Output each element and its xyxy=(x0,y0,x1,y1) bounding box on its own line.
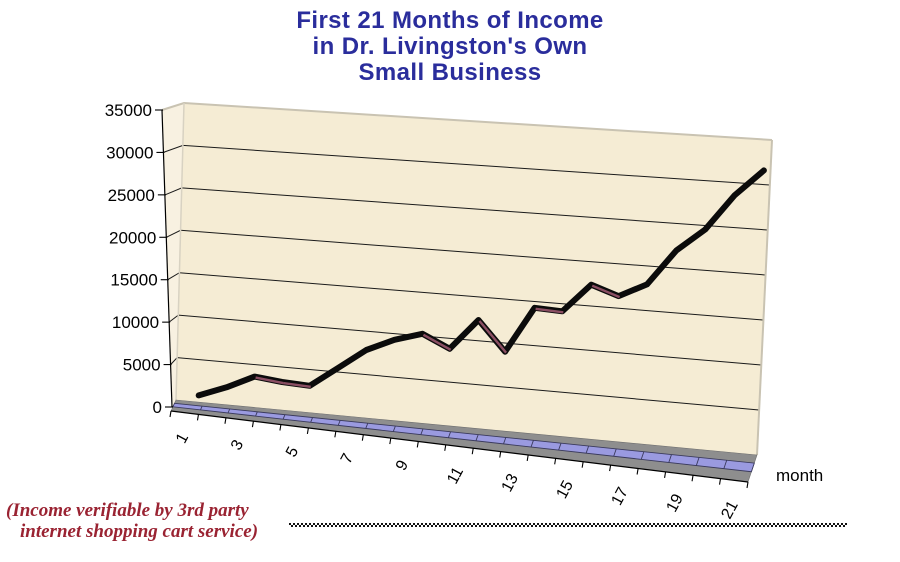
y-axis-line xyxy=(161,109,173,408)
category-strip-divider xyxy=(282,414,286,420)
x-axis-tick xyxy=(334,431,337,438)
x-axis-tick xyxy=(224,417,227,424)
category-strip-divider xyxy=(365,423,369,429)
x-axis-tick xyxy=(636,468,639,475)
x-axis-label: 19 xyxy=(663,491,686,515)
category-strip-divider xyxy=(420,428,424,435)
income-line-side-face xyxy=(255,376,284,385)
x-axis-tick xyxy=(251,421,254,428)
chart-title-line-3: Small Business xyxy=(358,59,542,86)
category-strip-divider xyxy=(668,454,672,463)
annotation-line-2: internet shopping cart service) xyxy=(20,521,259,542)
x-axis-label: 21 xyxy=(718,498,741,522)
category-strip-divider xyxy=(640,451,645,460)
x-axis-tick xyxy=(444,444,447,451)
x-axis-tick xyxy=(169,410,172,418)
wall-corner-edge xyxy=(175,102,185,401)
x-axis-tick xyxy=(554,458,557,465)
wall-right-edge xyxy=(756,139,773,456)
income-line-side-face xyxy=(282,381,311,388)
left-wall xyxy=(162,103,184,407)
category-strip-divider xyxy=(337,420,341,426)
x-axis-label: 5 xyxy=(283,444,302,460)
x-axis-tick xyxy=(664,471,667,478)
x-axis-label: 13 xyxy=(499,471,522,495)
chart-title-line-2: in Dr. Livingston's Own xyxy=(312,33,588,60)
category-strip-divider xyxy=(200,405,203,411)
x-axis-label: 9 xyxy=(393,458,412,474)
y-axis-label: 0 xyxy=(153,398,162,417)
y-axis-label: 10000 xyxy=(112,313,159,332)
x-axis-label: 3 xyxy=(228,437,247,453)
x-axis-title: month xyxy=(776,466,824,485)
category-strip-divider xyxy=(723,460,728,469)
x-axis-tick xyxy=(416,441,419,448)
back-wall xyxy=(176,103,772,455)
x-axis-tick xyxy=(718,478,722,485)
income-line-side-face xyxy=(478,320,508,354)
y-axis-label: 35000 xyxy=(105,101,152,120)
chart-title-line-1: First 21 Months of Income xyxy=(296,7,604,34)
income-verification-note: (Income verifiable by 3rd party internet… xyxy=(6,500,258,542)
income-line-side-face xyxy=(535,307,564,314)
x-axis-label: 17 xyxy=(609,485,632,509)
category-strip-divider xyxy=(558,443,562,451)
x-axis-label: 11 xyxy=(444,464,467,487)
x-axis-tick xyxy=(581,461,584,468)
annotation-line-1: (Income verifiable by 3rd party xyxy=(6,500,249,521)
income-line-side-face xyxy=(422,333,452,351)
category-strip-divider xyxy=(613,448,617,457)
x-axis-label: 7 xyxy=(338,451,357,467)
x-axis-tick xyxy=(609,465,612,472)
x-axis-tick xyxy=(389,437,392,445)
x-axis-tick xyxy=(499,451,502,458)
x-axis-tick xyxy=(196,414,200,421)
x-axis-line xyxy=(170,410,749,483)
category-strip-divider xyxy=(475,434,479,441)
x-axis-tick xyxy=(306,427,309,434)
y-axis-label: 15000 xyxy=(110,271,157,290)
x-axis-tick xyxy=(361,434,364,441)
income-line-side-face xyxy=(591,284,621,299)
category-strip-divider xyxy=(447,431,452,438)
x-axis-tick xyxy=(746,481,749,489)
category-strip-divider xyxy=(255,411,258,417)
x-axis-label: 15 xyxy=(554,478,577,502)
x-axis-label: 1 xyxy=(173,431,192,447)
chart-title: First 21 Months of Income in Dr. Livings… xyxy=(0,8,900,86)
category-strip-divider xyxy=(530,440,534,448)
category-strip-divider xyxy=(310,417,313,423)
category-strip-divider xyxy=(227,408,231,414)
dotted-divider xyxy=(289,523,847,527)
x-axis-tick xyxy=(279,424,282,431)
y-axis-label: 30000 xyxy=(106,143,153,162)
y-axis-label: 5000 xyxy=(123,356,161,375)
category-strip-divider xyxy=(503,437,507,445)
category-strip-divider xyxy=(695,457,700,466)
y-axis-label: 25000 xyxy=(108,186,155,205)
category-strip-divider xyxy=(392,425,396,432)
x-axis-tick xyxy=(526,454,529,462)
x-axis-tick xyxy=(471,448,474,455)
y-axis-label: 20000 xyxy=(109,228,156,247)
x-axis-tick xyxy=(691,475,694,482)
category-strip-divider xyxy=(585,445,590,454)
